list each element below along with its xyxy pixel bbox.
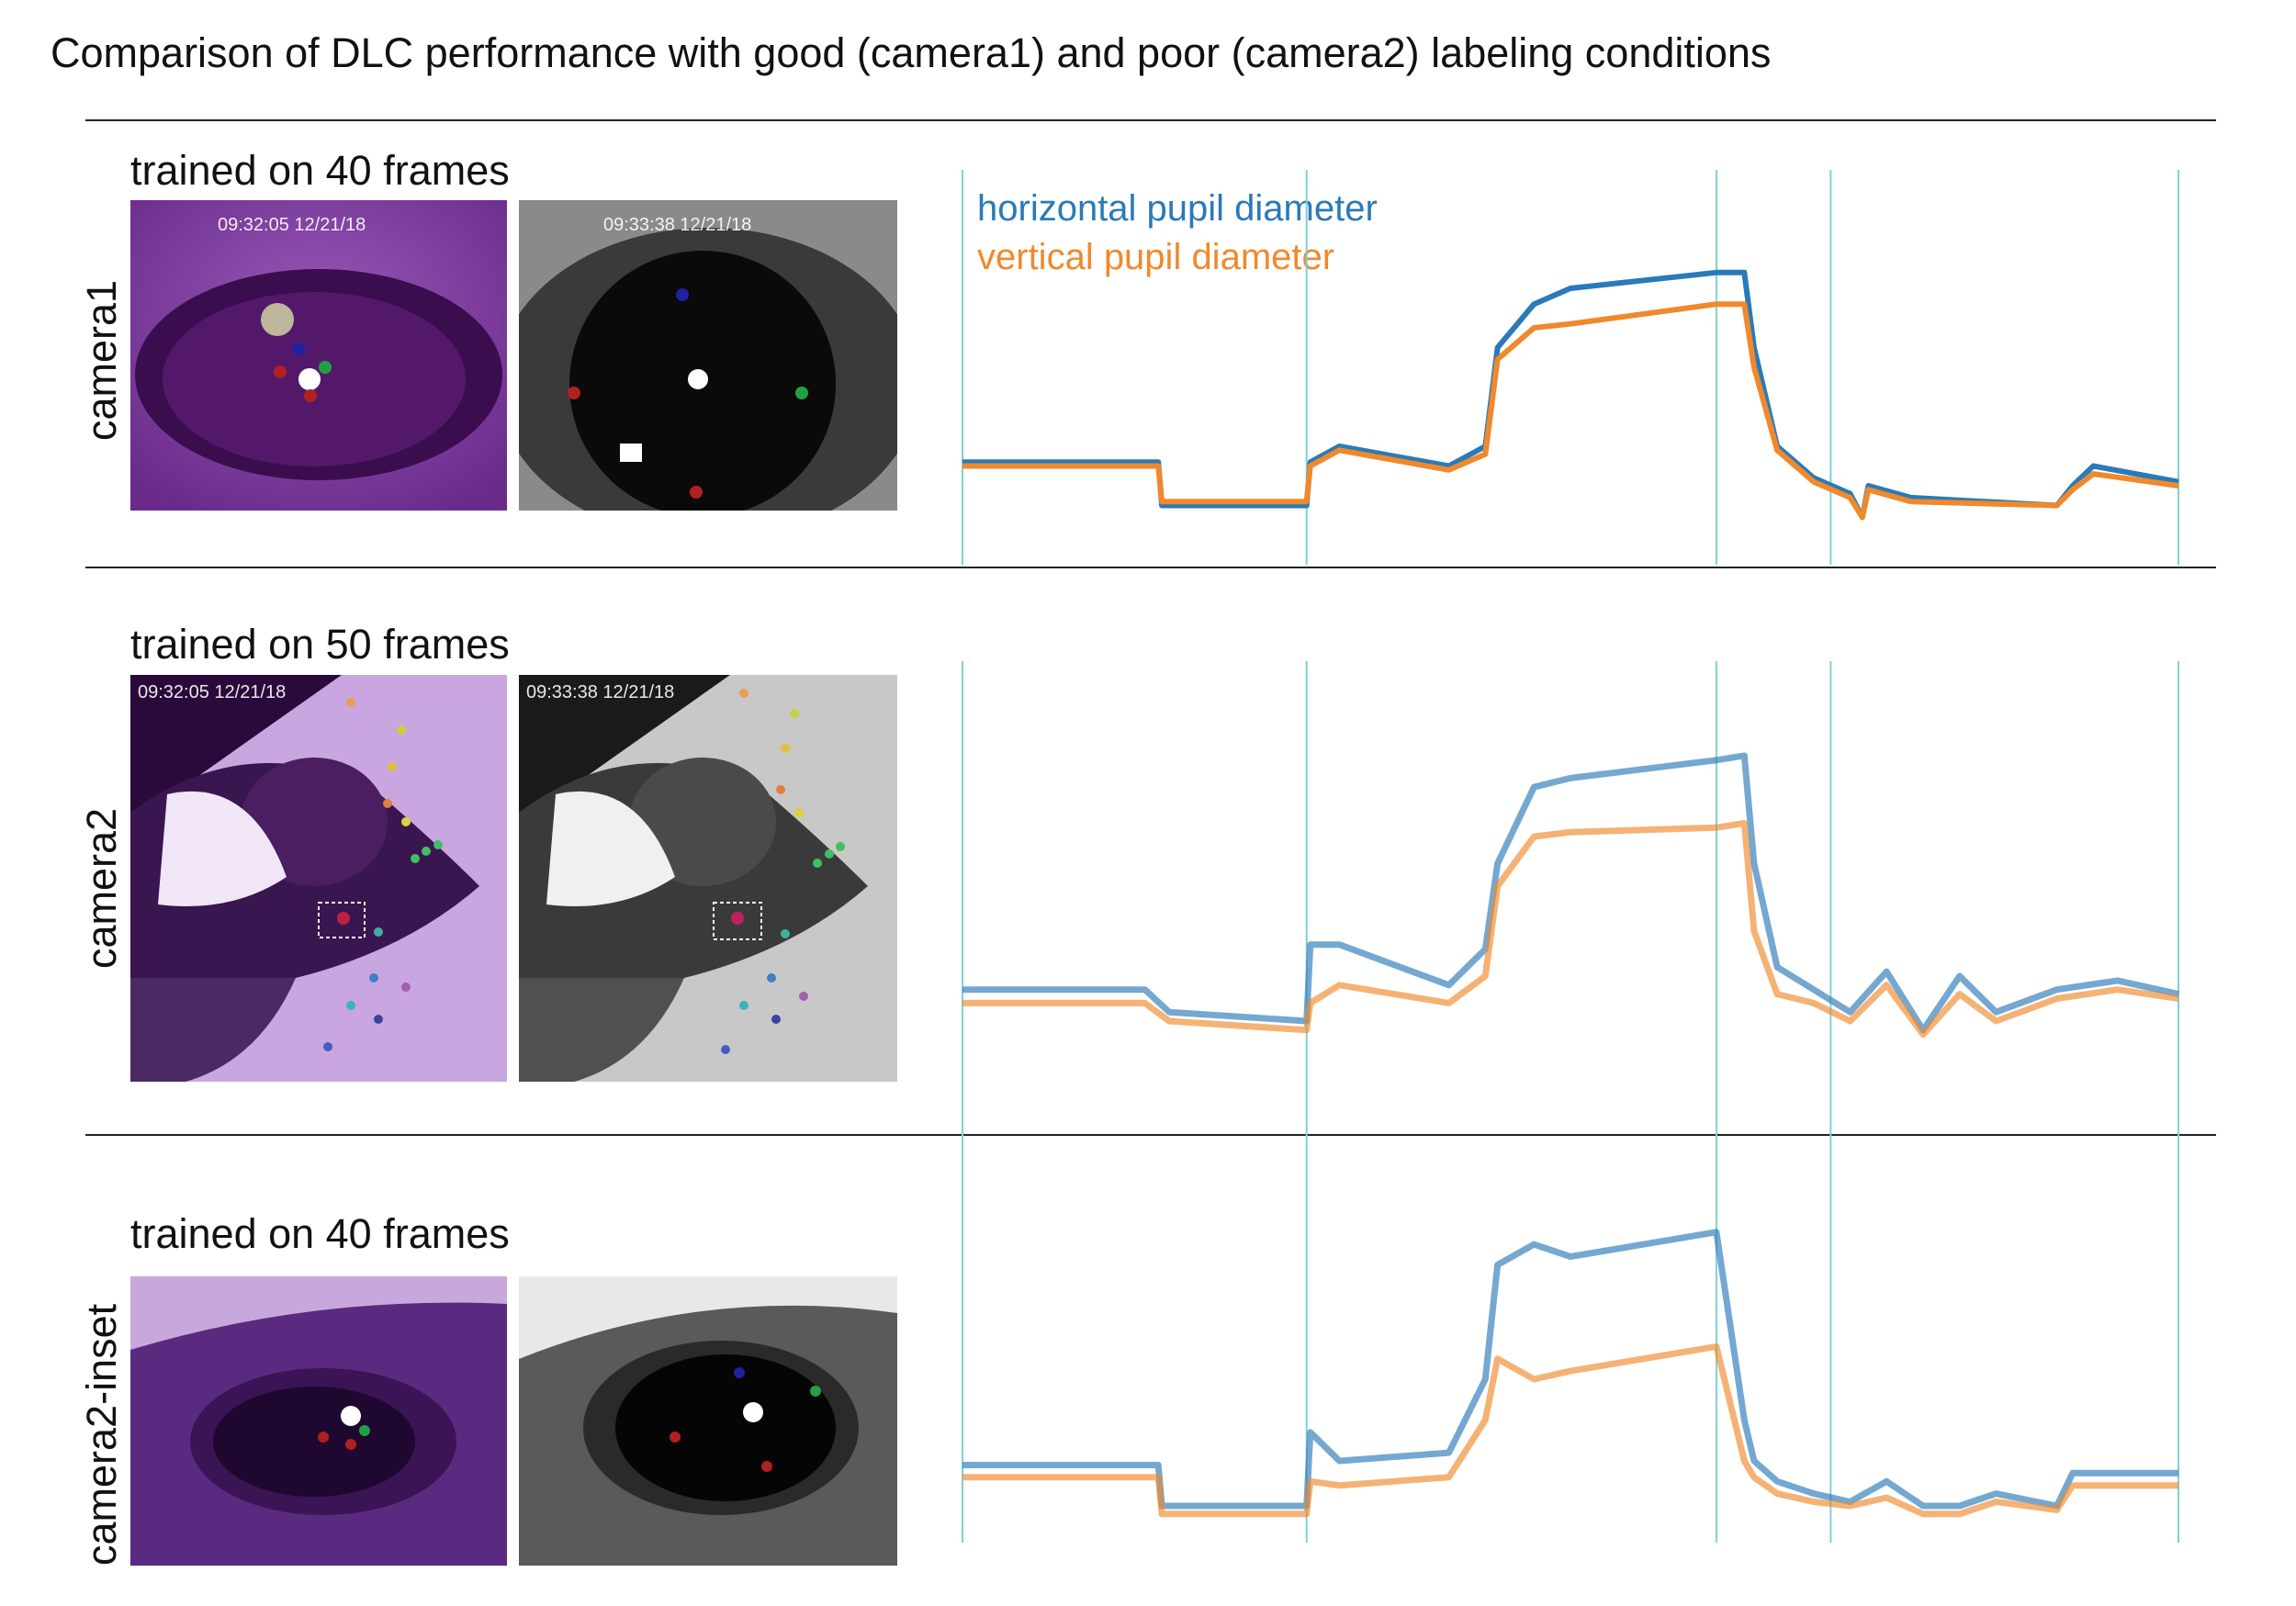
trace-camera2-inset-vertical <box>962 1342 2178 1518</box>
timestamp: 09:33:38 12/21/18 <box>603 215 752 235</box>
trace-camera1-vertical <box>962 301 2179 521</box>
inset-image-gray <box>519 1276 897 1566</box>
trace-camera1-horizontal <box>962 269 2179 521</box>
divider-2 <box>85 1134 2216 1136</box>
timestamp: 09:32:05 12/21/18 <box>218 215 366 235</box>
legend-vertical: vertical pupil diameter <box>977 237 1335 277</box>
row-title: trained on 50 frames <box>130 621 510 668</box>
row-title: trained on 40 frames <box>130 147 510 194</box>
figure-title: Comparison of DLC performance with good … <box>51 29 1772 76</box>
trace-camera2-vertical <box>962 819 2179 1039</box>
mouse-image-purple: 09:32:05 12/21/18 <box>130 675 507 1082</box>
mouse-image-gray: 09:33:38 12/21/18 <box>519 675 897 1082</box>
legend-horizontal: horizontal pupil diameter <box>977 188 1378 229</box>
trace-camera2-horizontal <box>962 752 2179 1034</box>
row-title: trained on 40 frames <box>130 1210 510 1257</box>
inset-image-purple <box>130 1276 507 1566</box>
timestamp: 09:33:38 12/21/18 <box>526 682 675 702</box>
divider-1 <box>85 567 2216 568</box>
eye-image-gray: 09:33:38 12/21/18 <box>519 200 897 511</box>
eye-image-purple: 09:32:05 12/21/18 <box>130 200 507 511</box>
timestamp: 09:32:05 12/21/18 <box>138 682 287 702</box>
top-rule <box>85 119 2216 121</box>
